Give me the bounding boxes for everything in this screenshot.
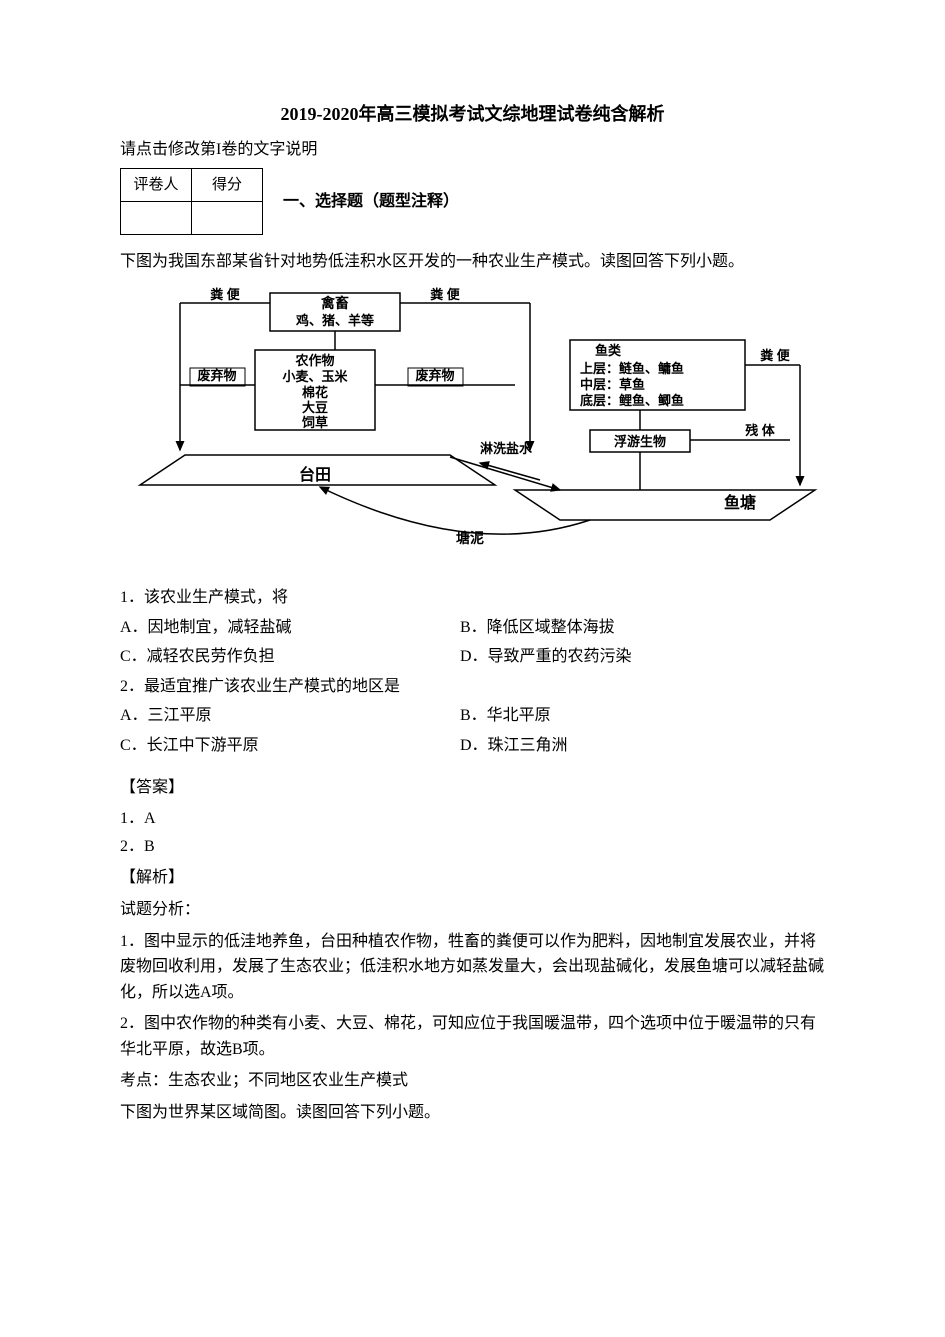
fish-line: 底层：鲤鱼、鲫鱼 [580,393,684,408]
answers-heading: 【答案】 [120,775,825,801]
crops-line: 小麦、玉米 [282,369,348,384]
q1-option-a: A．因地制宜，减轻盐碱 [120,615,460,641]
fish-line: 中层：草鱼 [580,377,645,392]
grade-cell-empty [121,202,192,235]
q1-option-d: D．导致严重的农药污染 [460,644,825,670]
manure-label: 粪 便 [210,287,241,302]
crops-title: 农作物 [294,353,334,368]
q1-option-b: B．降低区域整体海拔 [460,615,825,641]
grade-cell-empty [192,202,263,235]
fish-line: 上层：鲢鱼、鳙鱼 [580,361,684,376]
mud-label: 塘泥 [456,530,484,546]
grade-col-score: 得分 [192,169,263,202]
q2-option-a: A．三江平原 [120,703,460,729]
livestock-list: 鸡、猪、羊等 [295,313,374,328]
explain-intro: 试题分析： [120,897,825,923]
page-title: 2019-2020年高三模拟考试文综地理试卷纯含解析 [120,100,825,129]
remains-label: 残 体 [745,423,776,438]
salt-label: 淋洗盐水 [480,441,533,456]
answer-1: 1．A [120,806,825,832]
explain-2: 2．图中农作物的种类有小麦、大豆、棉花，可知应位于我国暖温带，四个选项中位于暖温… [120,1011,825,1062]
grade-table: 评卷人 得分 [120,168,263,235]
q2-option-b: B．华北平原 [460,703,825,729]
next-intro: 下图为世界某区域简图。读图回答下列小题。 [120,1100,825,1126]
q2-option-c: C．长江中下游平原 [120,733,460,759]
fish-title: 鱼类 [595,343,622,358]
answer-2: 2．B [120,834,825,860]
field-label: 台田 [299,465,331,484]
crops-line: 棉花 [302,385,328,400]
question-intro: 下图为我国东部某省针对地势低洼积水区开发的一种农业生产模式。读图回答下列小题。 [120,249,825,275]
q1-stem: 1．该农业生产模式，将 [120,585,825,611]
crops-line: 大豆 [302,400,328,415]
q1-option-c: C．减轻农民劳作负担 [120,644,460,670]
subtitle: 请点击修改第I卷的文字说明 [120,137,825,163]
explain-1: 1．图中显示的低洼地养鱼，台田种植农作物，牲畜的粪便可以作为肥料，因地制宜发展农… [120,929,825,1006]
q2-stem: 2．最适宜推广该农业生产模式的地区是 [120,674,825,700]
grade-col-reviewer: 评卷人 [121,169,192,202]
crops-line: 饲草 [301,415,328,430]
plankton-label: 浮游生物 [614,434,666,449]
kaodian: 考点：生态农业；不同地区农业生产模式 [120,1068,825,1094]
livestock-title: 禽畜 [320,295,349,311]
waste-label: 废弃物 [415,368,454,383]
manure-label: 粪 便 [760,348,791,363]
q2-option-d: D．珠江三角洲 [460,733,825,759]
section-heading: 一、选择题（题型注释） [283,189,459,215]
waste-label: 废弃物 [197,368,236,383]
explain-heading: 【解析】 [120,865,825,891]
manure-label: 粪 便 [430,287,461,302]
pond-label: 鱼塘 [724,493,756,512]
document-page: 2019-2020年高三模拟考试文综地理试卷纯含解析 请点击修改第I卷的文字说明… [0,0,945,1192]
agriculture-diagram: 禽畜 鸡、猪、羊等 粪 便 粪 便 农作物 小麦、玉米 棉花 大豆 饲草 废弃物 [120,285,820,565]
grade-section: 评卷人 得分 一、选择题（题型注释） [120,168,825,235]
